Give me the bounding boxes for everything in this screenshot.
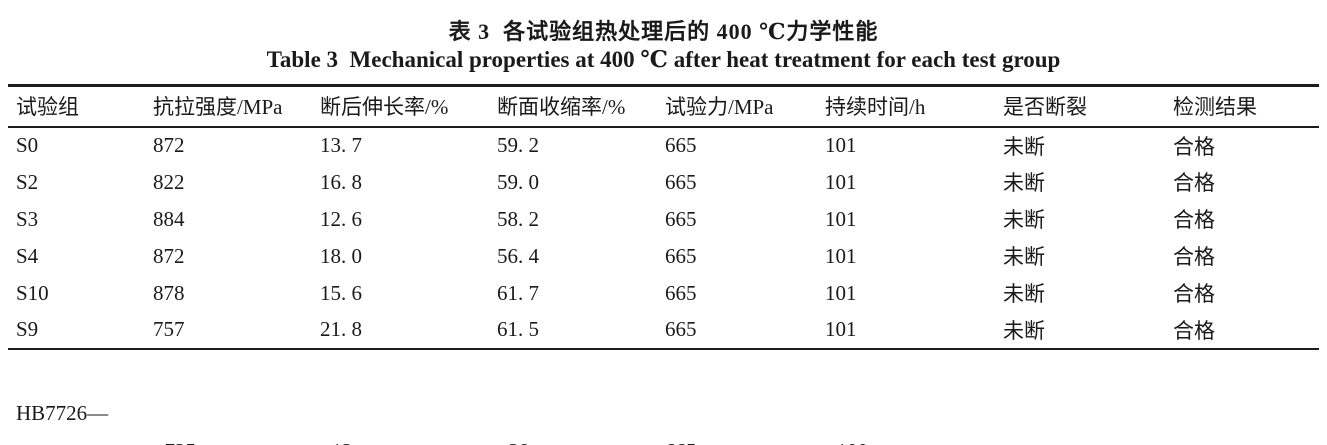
table-body: S0 872 13. 7 59. 2 665 101 未断 合格 S2 822 … [8,127,1319,349]
cell-tensile: 822 [153,169,185,194]
table-row: S4 872 18. 0 56. 4 665 101 未断 合格 [8,238,1319,275]
cell-broken: 未断 [1003,318,1045,343]
cell-broken: 未断 [1003,171,1045,195]
cell-result: 合格 [1173,171,1215,195]
header-reduction-of-area: 断面收缩率/% [497,95,626,120]
cell-force: 665 [657,349,817,445]
cell-broken: 未断 [1003,208,1045,232]
cell-reduction: 58. 2 [497,206,539,231]
cell-duration: 101 [825,243,857,268]
cell-group: S0 [16,133,39,157]
cell-duration: ≥100 [817,349,995,445]
table-title-english: Table 3 Mechanical properties at 400 ℃ a… [266,47,1061,72]
cell-reduction: 61. 7 [497,280,539,305]
table-row: S9 757 21. 8 61. 5 665 101 未断 合格 [8,312,1319,349]
cell-group: S9 [16,317,39,341]
table-row: S10 878 15. 6 61. 7 665 101 未断 合格 [8,275,1319,312]
cell-force: 665 [665,169,697,194]
requirement-group-line1: HB7726— [16,400,109,425]
header-elongation: 断后伸长率/% [320,95,449,120]
cell-group: S10 [16,280,49,305]
header-tensile-strength: 抗拉强度/MPa [153,95,283,120]
cell-tensile: ≥735 [145,349,312,445]
cell-reduction: ≥38 [489,349,657,445]
cell-reduction: 56. 4 [497,243,539,268]
cell-elongation: ≥12 [312,349,489,445]
header-duration: 持续时间/h [825,95,926,120]
cell-broken: 未断 [1003,134,1045,159]
cell-force: 665 [665,133,697,157]
cell-result: 合格 [1173,282,1215,306]
mechanical-properties-table: 试验组 抗拉强度/MPa 断后伸长率/% 断面收缩率/% 试验力/MPa 持续时… [8,84,1319,445]
table-row: S0 872 13. 7 59. 2 665 101 未断 合格 [8,127,1319,164]
table-row: S2 822 16. 8 59. 0 665 101 未断 合格 [8,164,1319,201]
cell-duration: 101 [825,133,857,157]
cell-duration: 101 [825,206,857,231]
cell-elongation: 12. 6 [320,206,362,231]
cell-broken: — [995,349,1165,445]
header-test-result: 检测结果 [1173,95,1257,120]
cell-duration: 101 [825,280,857,305]
cell-requirement-group: HB7726— 2002 要求 [8,349,145,445]
cell-reduction: 61. 5 [497,317,539,341]
header-broken-or-not: 是否断裂 [1003,95,1087,120]
header-test-force: 试验力/MPa [665,95,774,120]
cell-duration: 101 [825,169,857,194]
cell-elongation: 18. 0 [320,243,362,268]
cell-group: S3 [16,206,39,231]
table-title-chinese: 表 3 各试验组热处理后的 400 ℃力学性能 [448,19,879,44]
cell-force: 665 [665,206,697,231]
header-test-group: 试验组 [16,95,79,120]
cell-result: — [1165,349,1319,445]
cell-force: 665 [665,243,697,268]
cell-elongation: 13. 7 [320,133,362,157]
cell-result: 合格 [1173,134,1215,159]
table-row: S3 884 12. 6 58. 2 665 101 未断 合格 [8,201,1319,238]
requirement-row: HB7726— 2002 要求 ≥735 ≥12 ≥38 665 ≥100 — … [8,349,1319,445]
cell-elongation: 21. 8 [320,317,362,341]
cell-tensile: 757 [153,317,185,341]
cell-elongation: 16. 8 [320,169,362,194]
requirement-section: HB7726— 2002 要求 ≥735 ≥12 ≥38 665 ≥100 — … [8,348,1319,445]
cell-tensile: 872 [153,243,185,268]
cell-tensile: 872 [153,133,185,157]
cell-reduction: 59. 0 [497,169,539,194]
cell-broken: 未断 [1003,282,1045,306]
cell-result: 合格 [1173,245,1215,269]
cell-force: 665 [665,317,697,341]
cell-broken: 未断 [1003,245,1045,269]
cell-result: 合格 [1173,208,1215,232]
cell-result: 合格 [1173,318,1215,343]
table-header-row: 试验组 抗拉强度/MPa 断后伸长率/% 断面收缩率/% 试验力/MPa 持续时… [8,86,1319,127]
cell-reduction: 59. 2 [497,133,539,157]
cell-elongation: 15. 6 [320,280,362,305]
cell-group: S2 [16,169,39,194]
cell-tensile: 878 [153,280,185,305]
cell-force: 665 [665,280,697,305]
cell-duration: 101 [825,317,857,341]
cell-group: S4 [16,243,39,268]
cell-tensile: 884 [153,206,185,231]
